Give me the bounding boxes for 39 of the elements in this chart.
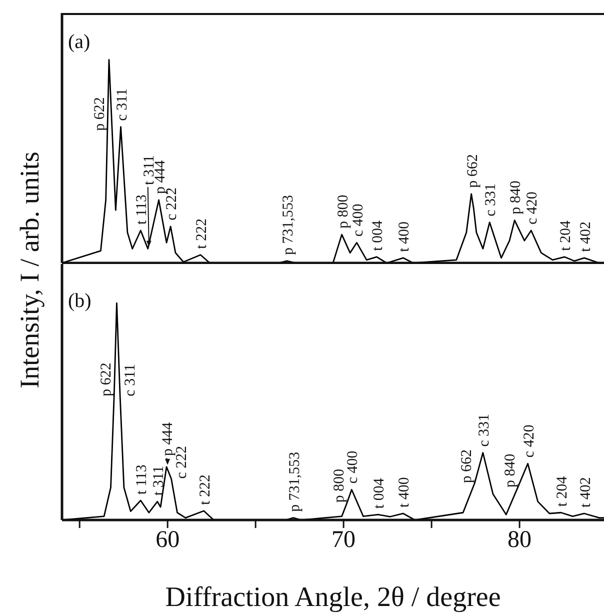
annotation: t 400 <box>396 477 413 508</box>
annotation: c 420 <box>524 192 541 224</box>
x-tick-label: 60 <box>156 527 180 554</box>
annotation: p 840 <box>508 180 524 214</box>
annotation: p 800 <box>335 194 352 229</box>
annotation: t 311 <box>150 466 167 496</box>
x-tick-label: 70 <box>332 527 356 554</box>
annotation: p 731,553 <box>280 194 296 255</box>
annotation: c 311 <box>114 88 130 121</box>
annotation: p 622 <box>92 97 108 131</box>
annotation: p 662 <box>459 449 476 484</box>
annotation: c 311 <box>122 364 139 396</box>
annotation: c 331 <box>476 414 492 447</box>
annotation: p 840 <box>502 454 518 488</box>
chart-title: (a) <box>68 31 90 54</box>
annotation: t 222 <box>194 218 210 249</box>
annotation: p 800 <box>332 468 348 503</box>
annotation: p 622 <box>98 362 115 396</box>
annotation: t 113 <box>134 464 150 494</box>
annotation: t 222 <box>197 474 214 505</box>
annotation: t 402 <box>578 221 594 252</box>
annotation: c 400 <box>350 204 366 237</box>
annotation: t 204 <box>558 220 574 251</box>
annotation: c 400 <box>345 450 362 484</box>
annotation: c 420 <box>521 424 538 458</box>
annotation: t 113 <box>134 194 150 224</box>
annotation: p 444 <box>160 422 176 456</box>
annotation: c 331 <box>483 183 500 216</box>
annotation: t 400 <box>396 221 413 252</box>
annotation: t 004 <box>370 220 386 251</box>
annotation: p 662 <box>464 154 481 188</box>
y-axis-title: Intensity, I / arb. units <box>14 152 46 388</box>
annotation: p 731,553 <box>286 452 303 512</box>
chart-title: (b) <box>68 290 92 313</box>
annotation: t 004 <box>372 478 388 509</box>
annotation: t 204 <box>554 476 571 507</box>
x-axis-title: Diffraction Angle, 2θ / degree <box>164 582 502 614</box>
x-tick-label: 80 <box>508 527 532 554</box>
annotation: t 402 <box>578 477 594 508</box>
